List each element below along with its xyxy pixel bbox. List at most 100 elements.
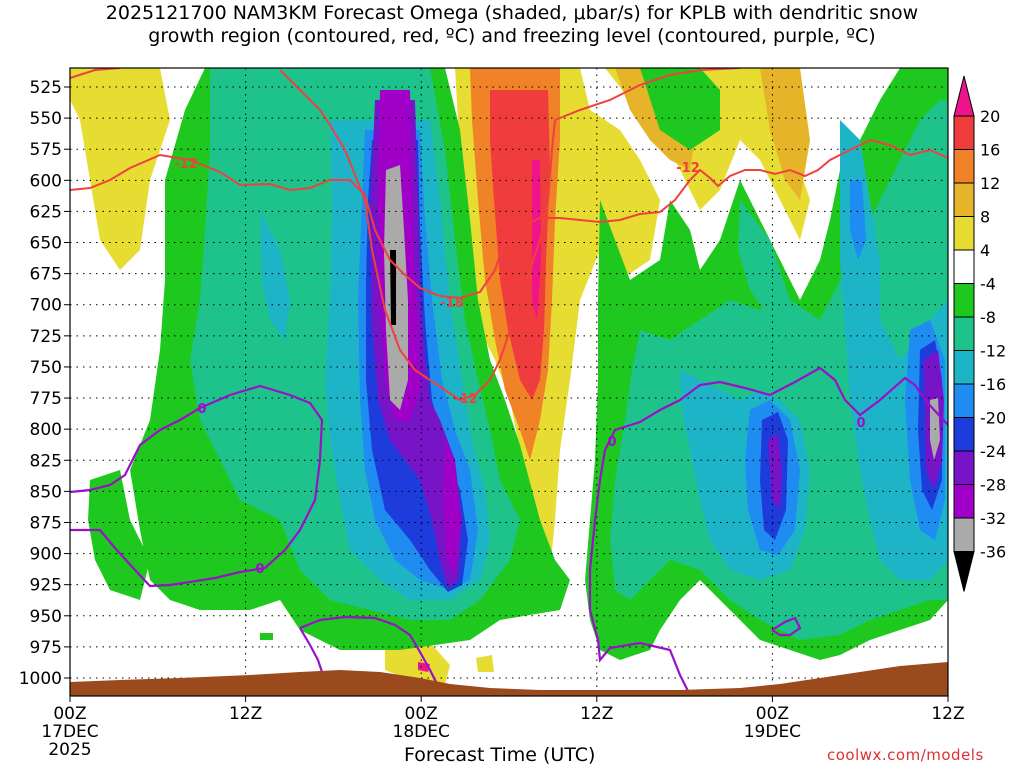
colorbar-bottom-arrow <box>953 551 975 592</box>
freezing-label-0: 0 <box>197 402 206 417</box>
ground-terrain <box>70 662 948 696</box>
y-tick-label-575: 575 <box>30 140 62 160</box>
x-tick-label-36: 12Z <box>580 704 613 724</box>
colorbar-segment-7 <box>953 316 975 351</box>
shade-green-strip <box>640 68 720 150</box>
shade-magenta <box>532 160 541 320</box>
credit-text: coolwx.com/models <box>827 746 984 764</box>
shade-cyan-left <box>260 210 290 340</box>
dgz-label-3: -12 <box>676 161 700 176</box>
x-tick-label-24: 00Z <box>405 704 438 724</box>
y-tick-label-875: 875 <box>30 513 62 533</box>
y-tick-label-525: 525 <box>30 78 62 98</box>
y-tick-label-900: 900 <box>30 545 62 565</box>
shade-teal-upper-right <box>738 200 790 320</box>
x-tick-label-12: 12Z <box>229 704 262 724</box>
shade-blue-upper-right <box>850 180 866 260</box>
shade-yellow-left <box>70 68 170 270</box>
chart-title: 2025121700 NAM3KM Forecast Omega (shaded… <box>0 2 1024 48</box>
y-tick-label-550: 550 <box>30 109 62 129</box>
y-tick-label-725: 725 <box>30 327 62 347</box>
colorbar-label-10: -24 <box>980 442 1006 461</box>
title-line-1: 2025121700 NAM3KM Forecast Omega (shaded… <box>105 2 919 24</box>
y-tick-label-925: 925 <box>30 576 62 596</box>
colorbar-segment-4 <box>953 216 975 251</box>
shade-yellow-small <box>476 655 494 672</box>
colorbar-label-7: -12 <box>980 342 1006 361</box>
shade-violet-lower <box>443 440 460 575</box>
colorbar-label-3: 8 <box>980 208 990 227</box>
y-tick-label-950: 950 <box>30 607 62 627</box>
x-tick-date-24: 18DEC <box>393 722 450 742</box>
shade-black <box>390 250 396 325</box>
shade-green-small-left <box>88 470 150 600</box>
dgz-contour-top-left <box>70 68 121 79</box>
y-tick-label-675: 675 <box>30 265 62 285</box>
dgz-contours <box>70 68 948 402</box>
colorbar-segment-3 <box>953 182 975 217</box>
colorbar-label-11: -28 <box>980 476 1006 495</box>
shade-green-small-bottom <box>260 633 273 640</box>
y-tick-label-825: 825 <box>30 451 62 471</box>
colorbar-segment-9 <box>953 383 975 418</box>
colorbar: 20 16 12 8 4 -4 -8 -12 -16 -20 -24 -28 -32 -36 <box>953 75 1006 592</box>
shading-layer <box>70 68 948 685</box>
freezing-contour-right <box>588 366 948 696</box>
freezing-contour-bottom <box>299 615 441 691</box>
colorbar-label-1: 16 <box>980 141 1000 160</box>
y-tick-label-850: 850 <box>30 482 62 502</box>
freezing-contour-bottom-left <box>299 627 324 673</box>
freezing-label-3: 0 <box>856 416 865 431</box>
plot-frame <box>69 67 949 697</box>
colorbar-label-5: -4 <box>980 275 996 294</box>
x-tick-label-48: 00Z <box>756 704 789 724</box>
colorbar-label-2: 12 <box>980 174 1000 193</box>
x-tick-year-0: 2025 <box>48 740 91 760</box>
colorbar-label-13: -36 <box>980 543 1006 562</box>
y-tick-label-800: 800 <box>30 420 62 440</box>
title-line-2: growth region (contoured, red, ºC) and f… <box>148 25 876 47</box>
dgz-contour-lower <box>329 119 556 402</box>
colorbar-top-arrow <box>953 75 975 117</box>
dgz-contour-upper <box>70 138 948 300</box>
x-tick-date-48: 19DEC <box>744 722 801 742</box>
y-tick-label-775: 775 <box>30 389 62 409</box>
colorbar-segment-6 <box>953 283 975 318</box>
colorbar-label-9: -20 <box>980 409 1006 428</box>
x-axis-label: Forecast Time (UTC) <box>404 744 596 766</box>
shade-green-small-left2 <box>150 470 168 525</box>
colorbar-segment-13 <box>953 517 975 552</box>
contour-labels: -12 -18 -12 -12 0 0 0 0 <box>174 157 865 577</box>
colorbar-segment-12 <box>953 484 975 519</box>
freezing-contour-left <box>70 384 324 588</box>
y-tick-label-1000: 1000 <box>19 669 62 689</box>
colorbar-label-4: 4 <box>980 241 990 260</box>
x-tick-date-0: 17DEC <box>41 722 98 742</box>
freezing-contour-small-loop <box>771 616 802 637</box>
dgz-contour-top-center <box>279 69 331 126</box>
colorbar-label-0: 20 <box>980 107 1000 126</box>
colorbar-segment-1 <box>953 115 975 150</box>
dgz-contour-top-right <box>554 68 741 121</box>
y-tick-label-750: 750 <box>30 358 62 378</box>
colorbar-segment-10 <box>953 417 975 452</box>
x-tick-label-0: 00Z <box>53 704 86 724</box>
dgz-label-0: -12 <box>174 157 198 172</box>
freezing-label-1: 0 <box>255 562 264 577</box>
dgz-label-1: -18 <box>440 296 464 311</box>
y-tick-label-700: 700 <box>30 296 62 316</box>
freezing-label-2: 0 <box>607 435 616 450</box>
colorbar-segment-8 <box>953 350 975 385</box>
colorbar-label-6: -8 <box>980 308 996 327</box>
x-tick-label-60: 12Z <box>931 704 964 724</box>
dgz-label-2: -12 <box>454 392 478 407</box>
colorbar-segment-5 <box>953 249 975 284</box>
freezing-level-contours <box>70 366 948 696</box>
y-tick-label-650: 650 <box>30 234 62 254</box>
colorbar-label-12: -32 <box>980 509 1006 528</box>
y-axis: 525 550 575 600 625 650 675 700 725 750 775 800 825 8… <box>19 78 70 689</box>
y-tick-label-625: 625 <box>30 202 62 222</box>
y-tick-label-975: 975 <box>30 638 62 658</box>
